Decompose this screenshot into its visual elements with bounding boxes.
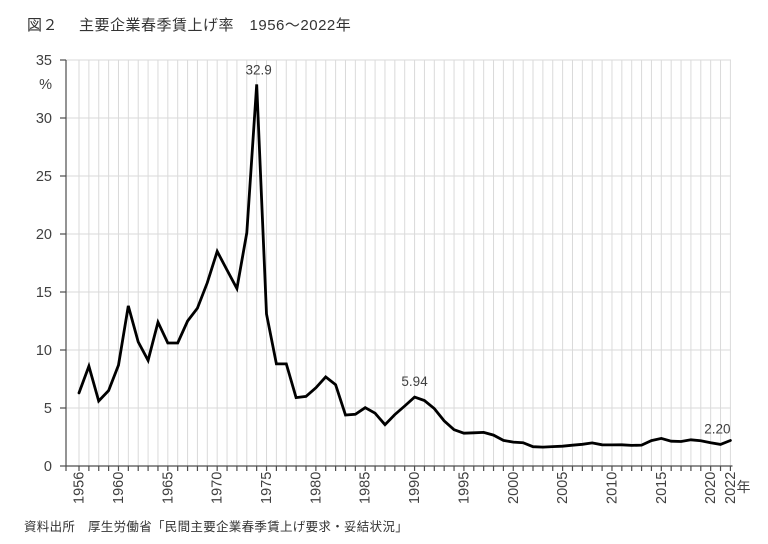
- y-tick-label: 20: [36, 227, 52, 243]
- x-tick-label: 2005: [555, 472, 571, 504]
- x-tick-label: 2022: [723, 472, 739, 504]
- x-tick-label: 1970: [210, 472, 226, 504]
- y-tick-label: 0: [44, 459, 52, 475]
- x-tick-label: 2010: [604, 472, 620, 504]
- y-tick-label: 25: [36, 169, 52, 185]
- y-tick-label: 30: [36, 111, 52, 127]
- x-tick-label: 2000: [506, 472, 522, 504]
- y-tick-label: 5: [44, 401, 52, 417]
- x-tick-label: 1975: [259, 472, 275, 504]
- data-point-label-1990: 5.94: [401, 374, 428, 389]
- y-axis-unit-label: %: [39, 77, 52, 93]
- x-tick-label: 1956: [72, 472, 88, 504]
- figure-label: 図２: [27, 17, 59, 34]
- data-point-label-1974: 32.9: [246, 62, 272, 77]
- x-tick-label: 1960: [111, 472, 127, 504]
- x-axis-unit-label: 年: [737, 479, 751, 495]
- chart-title: 主要企業春季賃上げ率 1956～2022年: [79, 17, 352, 34]
- x-tick-label: 2020: [703, 472, 719, 504]
- figure-header: 図２ 主要企業春季賃上げ率 1956～2022年: [27, 14, 351, 35]
- y-tick-label: 15: [36, 285, 52, 301]
- source-note: 資料出所 厚生労働省「民間主要企業春季賃上げ要求・妥結状況」: [24, 520, 409, 534]
- y-tick-label: 35: [36, 53, 52, 69]
- x-tick-label: 1990: [407, 472, 423, 504]
- x-tick-label: 1980: [308, 472, 324, 504]
- x-tick-label: 2015: [654, 472, 670, 504]
- data-point-label-2022: 2.20: [704, 421, 730, 436]
- y-tick-label: 10: [36, 343, 52, 359]
- x-tick-label: 1995: [456, 472, 472, 504]
- x-tick-label: 1985: [358, 472, 374, 504]
- x-tick-label: 1965: [160, 472, 176, 504]
- wage-rate-series-line: [77, 84, 732, 449]
